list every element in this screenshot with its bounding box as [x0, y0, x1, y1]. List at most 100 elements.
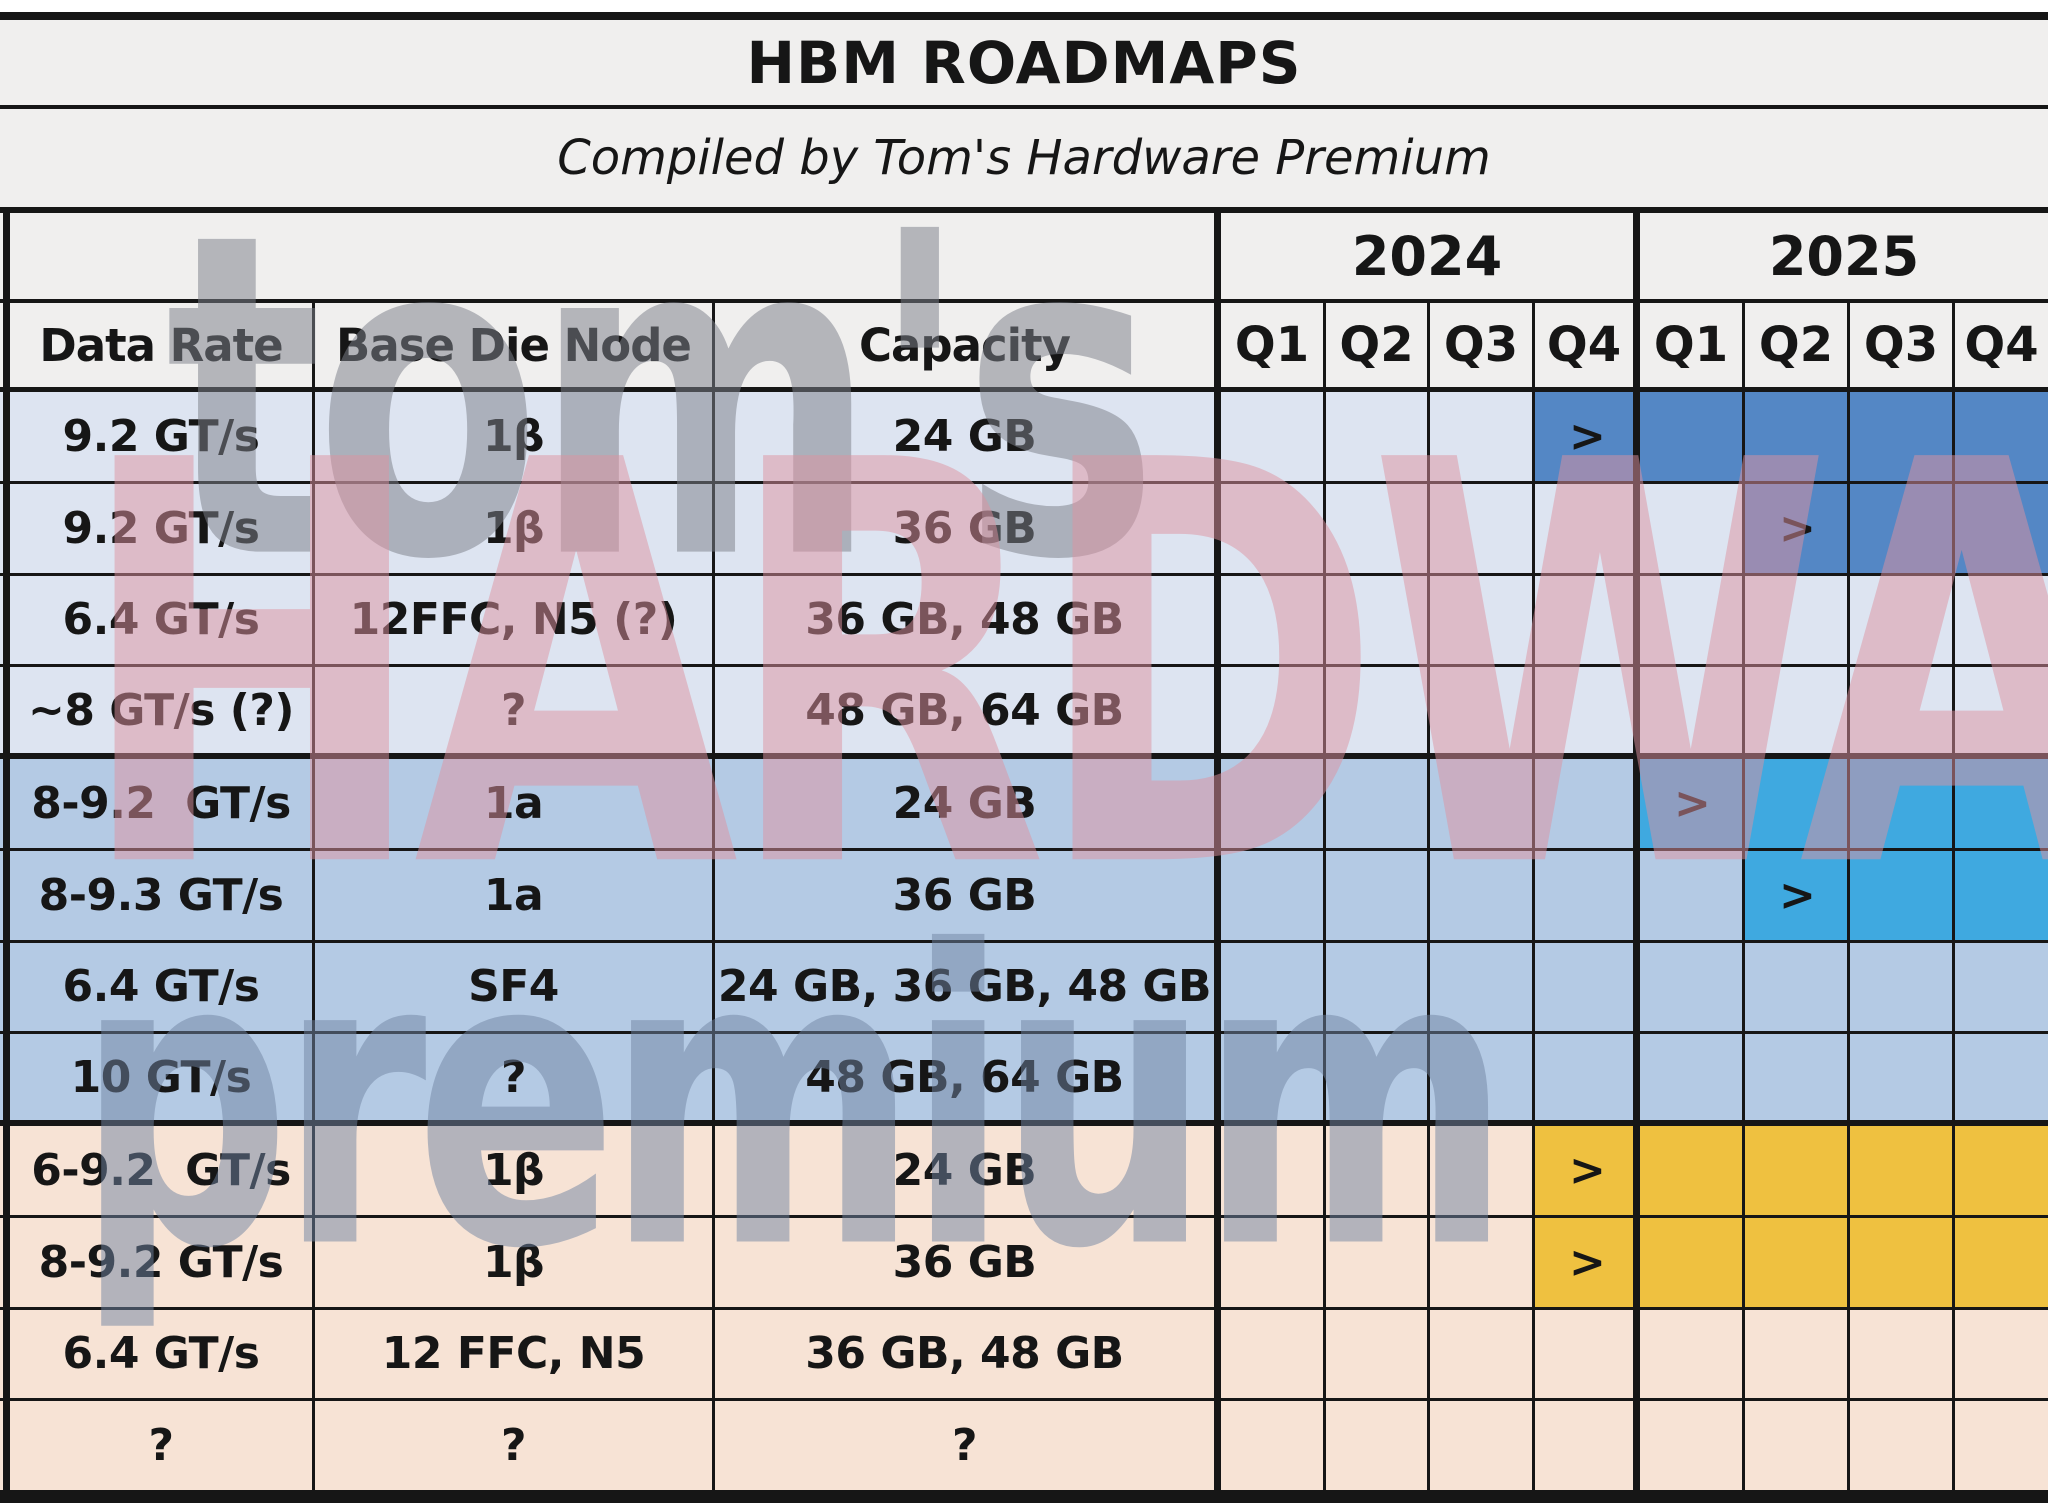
roadmap-empty-cell: [1745, 575, 1850, 668]
year-row-spacer: [10, 213, 1221, 303]
row-edge-sliver: [0, 1126, 10, 1218]
cell-capacity: 36 GB, 48 GB: [715, 1309, 1221, 1402]
row-edge-sliver: [0, 942, 10, 1035]
cell-base-die-node: 1β: [315, 1126, 715, 1218]
cell-capacity: 48 GB, 64 GB: [715, 1034, 1221, 1126]
roadmap-empty-cell: [1430, 1126, 1535, 1218]
roadmap-empty-cell: [1955, 1401, 2048, 1493]
row-edge-sliver: [0, 1217, 10, 1310]
roadmap-fill-cell: [1850, 759, 1955, 851]
cell-data-rate: 10 GT/s: [10, 1034, 315, 1126]
roadmap-empty-cell: [1535, 483, 1640, 576]
year-header-2025: 2025: [1640, 213, 2048, 303]
row-edge-sliver: [0, 575, 10, 668]
roadmap-fill-cell: [1955, 483, 2048, 576]
cell-capacity: 36 GB: [715, 850, 1221, 943]
quarter-header-2024-q2: Q2: [1326, 303, 1430, 392]
column-header-data-rate: Data Rate: [10, 303, 315, 392]
cell-base-die-node: ?: [315, 1034, 715, 1126]
cell-data-rate: 8-9.2 GT/s: [10, 1217, 315, 1310]
row-edge-sliver: [0, 759, 10, 851]
hbm-roadmap-table: HBM ROADMAPS Compiled by Tom's Hardware …: [0, 12, 2048, 1503]
roadmap-empty-cell: [1326, 1126, 1430, 1218]
header-row-sliver: [0, 303, 10, 392]
roadmap-empty-cell: [1221, 667, 1326, 759]
roadmap-empty-cell: [1430, 1034, 1535, 1126]
cell-capacity: 36 GB: [715, 483, 1221, 576]
roadmap-empty-cell: [1955, 1309, 2048, 1402]
roadmap-empty-cell: [1326, 667, 1430, 759]
row-edge-sliver: [0, 483, 10, 576]
roadmap-empty-cell: [1221, 1126, 1326, 1218]
roadmap-fill-cell: [1955, 1217, 2048, 1310]
roadmap-empty-cell: [1850, 942, 1955, 1035]
roadmap-empty-cell: [1430, 759, 1535, 851]
roadmap-empty-cell: [1430, 850, 1535, 943]
roadmap-empty-cell: [1745, 1034, 1850, 1126]
roadmap-empty-cell: [1745, 1309, 1850, 1402]
roadmap-empty-cell: [1221, 1034, 1326, 1126]
roadmap-empty-cell: [1326, 942, 1430, 1035]
roadmap-fill-cell: [1850, 1126, 1955, 1218]
cell-data-rate: 8-9.3 GT/s: [10, 850, 315, 943]
roadmap-empty-cell: [1640, 575, 1745, 668]
column-header-capacity: Capacity: [715, 303, 1221, 392]
roadmap-empty-cell: [1326, 1217, 1430, 1310]
roadmap-empty-cell: [1850, 1034, 1955, 1126]
roadmap-empty-cell: [1850, 667, 1955, 759]
roadmap-empty-cell: [1430, 483, 1535, 576]
roadmap-empty-cell: [1221, 392, 1326, 484]
roadmap-empty-cell: [1430, 667, 1535, 759]
roadmap-fill-cell: [1640, 1217, 1745, 1310]
roadmap-fill-cell: [1745, 1126, 1850, 1218]
roadmap-empty-cell: [1535, 1401, 1640, 1493]
roadmap-empty-cell: [1326, 850, 1430, 943]
cell-base-die-node: ?: [315, 1401, 715, 1493]
roadmap-empty-cell: [1535, 1034, 1640, 1126]
cell-data-rate: 6-9.2 GT/s: [10, 1126, 315, 1218]
roadmap-empty-cell: [1326, 483, 1430, 576]
roadmap-empty-cell: [1955, 942, 2048, 1035]
cell-capacity: 24 GB: [715, 1126, 1221, 1218]
roadmap-empty-cell: [1640, 942, 1745, 1035]
page-subtitle: Compiled by Tom's Hardware Premium: [0, 109, 2048, 213]
cell-base-die-node: ?: [315, 667, 715, 759]
row-edge-sliver: [0, 1401, 10, 1493]
roadmap-empty-cell: [1535, 850, 1640, 943]
row-edge-sliver: [0, 1034, 10, 1126]
roadmap-empty-cell: [1430, 1309, 1535, 1402]
roadmap-empty-cell: [1326, 759, 1430, 851]
quarter-header-2025-q2: Q2: [1745, 303, 1850, 392]
quarter-header-2024-q1: Q1: [1221, 303, 1326, 392]
row-edge-sliver: [0, 392, 10, 484]
roadmap-fill-cell: [1955, 759, 2048, 851]
roadmap-empty-cell: [1221, 850, 1326, 943]
roadmap-empty-cell: [1535, 1309, 1640, 1402]
roadmap-empty-cell: [1955, 575, 2048, 668]
roadmap-launch-marker-cell: >: [1535, 1126, 1640, 1218]
roadmap-empty-cell: [1430, 1217, 1535, 1310]
quarter-header-2025-q4: Q4: [1955, 303, 2048, 392]
roadmap-fill-cell: [1955, 850, 2048, 943]
roadmap-fill-cell: [1640, 392, 1745, 484]
cell-data-rate: 6.4 GT/s: [10, 1309, 315, 1402]
roadmap-empty-cell: [1640, 1309, 1745, 1402]
roadmap-empty-cell: [1535, 942, 1640, 1035]
roadmap-empty-cell: [1326, 575, 1430, 668]
cell-capacity: 24 GB: [715, 759, 1221, 851]
roadmap-empty-cell: [1221, 759, 1326, 851]
roadmap-fill-cell: [1640, 1126, 1745, 1218]
roadmap-empty-cell: [1221, 942, 1326, 1035]
cell-base-die-node: 1a: [315, 759, 715, 851]
quarter-header-2024-q4: Q4: [1535, 303, 1640, 392]
roadmap-empty-cell: [1535, 667, 1640, 759]
roadmap-empty-cell: [1535, 759, 1640, 851]
roadmap-fill-cell: [1745, 759, 1850, 851]
roadmap-fill-cell: [1850, 483, 1955, 576]
cell-data-rate: ~8 GT/s (?): [10, 667, 315, 759]
cell-capacity: 36 GB, 48 GB: [715, 575, 1221, 668]
roadmap-empty-cell: [1221, 1309, 1326, 1402]
cell-base-die-node: 12FFC, N5 (?): [315, 575, 715, 668]
roadmap-launch-marker-cell: >: [1535, 1217, 1640, 1310]
